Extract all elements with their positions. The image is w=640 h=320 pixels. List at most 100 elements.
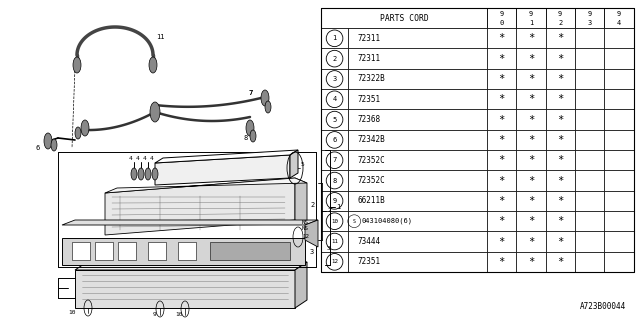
Text: 12: 12	[331, 259, 338, 264]
Text: 043104080(6): 043104080(6)	[362, 218, 413, 224]
Text: *: *	[499, 236, 504, 246]
Polygon shape	[321, 191, 348, 211]
Polygon shape	[321, 109, 348, 130]
Text: 1: 1	[529, 20, 533, 26]
Polygon shape	[487, 231, 516, 252]
Text: 72352C: 72352C	[358, 156, 385, 165]
Text: 5: 5	[332, 116, 337, 123]
Text: 1: 1	[332, 35, 337, 41]
Text: 11: 11	[331, 239, 338, 244]
Text: 3: 3	[327, 245, 331, 251]
Polygon shape	[545, 130, 575, 150]
Text: 4: 4	[617, 20, 621, 26]
Polygon shape	[516, 191, 545, 211]
Text: *: *	[499, 115, 504, 124]
Text: *: *	[499, 94, 504, 104]
Polygon shape	[348, 28, 487, 48]
Polygon shape	[516, 48, 545, 69]
Text: *: *	[528, 33, 534, 43]
Polygon shape	[545, 211, 575, 231]
Text: 72351: 72351	[358, 95, 381, 104]
Polygon shape	[105, 178, 295, 235]
Text: 72351: 72351	[358, 257, 381, 266]
Text: *: *	[557, 94, 563, 104]
Text: 73444: 73444	[358, 237, 381, 246]
Polygon shape	[75, 262, 307, 270]
Text: 3: 3	[588, 20, 592, 26]
Text: *: *	[499, 176, 504, 186]
Polygon shape	[575, 69, 604, 89]
Text: 72311: 72311	[358, 54, 381, 63]
Text: *: *	[499, 33, 504, 43]
Text: *: *	[557, 33, 563, 43]
Polygon shape	[516, 109, 545, 130]
Polygon shape	[516, 89, 545, 109]
Polygon shape	[604, 231, 634, 252]
Text: 7: 7	[248, 90, 252, 96]
Polygon shape	[575, 252, 604, 272]
Text: A723B00044: A723B00044	[580, 302, 626, 311]
Text: *: *	[499, 54, 504, 64]
Polygon shape	[487, 171, 516, 191]
Ellipse shape	[131, 168, 137, 180]
Polygon shape	[575, 191, 604, 211]
Polygon shape	[487, 69, 516, 89]
Polygon shape	[604, 171, 634, 191]
Ellipse shape	[261, 90, 269, 106]
Polygon shape	[545, 48, 575, 69]
Text: 10: 10	[331, 219, 338, 224]
Polygon shape	[105, 178, 307, 193]
Text: *: *	[557, 155, 563, 165]
Ellipse shape	[44, 133, 52, 149]
Polygon shape	[575, 8, 604, 28]
Ellipse shape	[149, 57, 157, 73]
Polygon shape	[348, 109, 487, 130]
Polygon shape	[155, 155, 290, 185]
Text: *: *	[528, 176, 534, 186]
Text: *: *	[557, 176, 563, 186]
Text: 72342B: 72342B	[358, 135, 385, 144]
Ellipse shape	[265, 101, 271, 113]
Text: 66211B: 66211B	[358, 196, 385, 205]
Text: *: *	[528, 94, 534, 104]
Text: *: *	[528, 216, 534, 226]
Text: *: *	[499, 155, 504, 165]
Text: 12: 12	[302, 235, 309, 239]
Polygon shape	[545, 8, 575, 28]
Text: *: *	[528, 257, 534, 267]
Polygon shape	[516, 171, 545, 191]
Ellipse shape	[150, 102, 160, 122]
Polygon shape	[604, 211, 634, 231]
Ellipse shape	[73, 57, 81, 73]
Polygon shape	[295, 178, 307, 225]
Text: 72311: 72311	[358, 34, 381, 43]
Polygon shape	[545, 231, 575, 252]
Text: 2: 2	[327, 209, 331, 213]
Polygon shape	[604, 109, 634, 130]
Text: 9: 9	[499, 11, 504, 17]
Polygon shape	[348, 48, 487, 69]
Text: *: *	[528, 196, 534, 206]
Polygon shape	[545, 28, 575, 48]
Text: NS: NS	[302, 227, 309, 231]
Text: 4: 4	[150, 156, 154, 161]
Text: *: *	[557, 257, 563, 267]
Polygon shape	[545, 109, 575, 130]
Polygon shape	[516, 28, 545, 48]
Text: *: *	[557, 135, 563, 145]
Ellipse shape	[75, 127, 81, 139]
Polygon shape	[516, 150, 545, 171]
Text: 5: 5	[301, 163, 305, 167]
Text: *: *	[499, 257, 504, 267]
Polygon shape	[575, 211, 604, 231]
Polygon shape	[348, 69, 487, 89]
Polygon shape	[305, 220, 318, 247]
Polygon shape	[575, 89, 604, 109]
Polygon shape	[321, 231, 348, 252]
Ellipse shape	[152, 168, 158, 180]
Polygon shape	[348, 231, 487, 252]
Polygon shape	[604, 130, 634, 150]
Text: 4: 4	[332, 96, 337, 102]
FancyBboxPatch shape	[148, 242, 166, 260]
Polygon shape	[545, 171, 575, 191]
